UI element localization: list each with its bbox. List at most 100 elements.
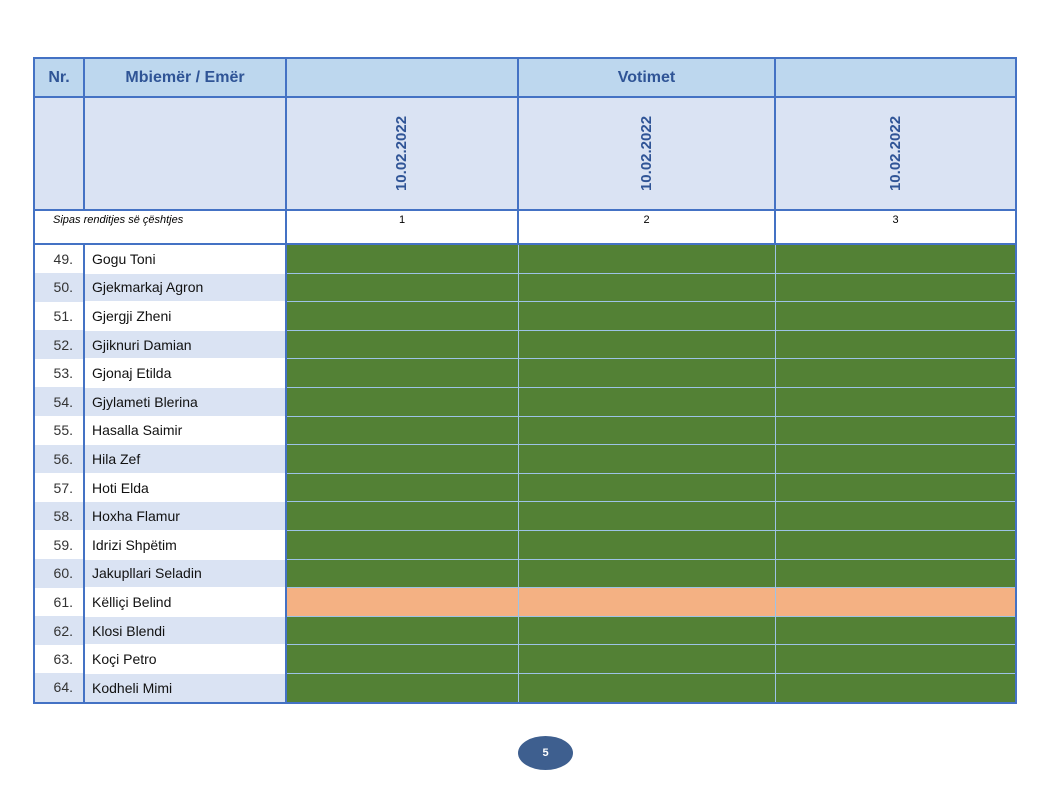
row-number: 56. [34,444,85,474]
table-row: 50. Gjekmarkaj Agron [34,272,1017,303]
member-name: Hila Zef [84,444,287,474]
table-row: 52. Gjiknuri Damian [34,329,1017,360]
date-1: 10.02.2022 [393,115,411,191]
member-name: Hoxha Flamur [84,501,287,531]
empty-header [285,57,519,98]
vote-cell-green [517,415,776,446]
blank-cell [83,96,287,211]
row-number: 49. [34,244,85,274]
row-number: 52. [34,330,85,359]
vote-cell-green [774,444,1017,474]
vote-cell-green [774,272,1017,303]
vote-cell-green [285,272,519,303]
vote-cell-green [517,558,776,589]
member-name: Gjekmarkaj Agron [84,273,287,303]
date-2: 10.02.2022 [637,115,655,191]
table-row: 49. Gogu Toni [34,243,1017,274]
vote-cell-green [285,472,519,503]
table-row: 63. Koçi Petro [34,644,1017,674]
vote-cell-green [285,358,519,388]
vote-cell-orange [285,587,519,617]
vote-cell-green [774,615,1017,646]
blank-cell [33,96,85,211]
vote-cell-green [517,358,776,388]
vote-cell-green [517,672,776,704]
member-name: Kodheli Mimi [84,673,287,704]
date-header: 10.02.2022 [285,96,519,211]
vote-cell-orange [517,587,776,617]
empty-header [774,57,1017,98]
vote-cell-orange [774,587,1017,617]
table-row: 58. Hoxha Flamur [34,501,1017,531]
vote-cell-green [517,272,776,303]
member-name: Idrizi Shpëtim [84,530,287,560]
table-row: 51. Gjergji Zheni [34,301,1017,331]
vote-cell-green [774,501,1017,531]
row-number: 53. [34,358,85,388]
vote-cell-green [517,301,776,331]
table-row: 60. Jakupllari Seladin [34,558,1017,589]
member-name: Gogu Toni [84,244,287,274]
order-1: 1 [285,209,519,245]
row-number: 55. [34,416,85,445]
name-header: Mbiemër / Emër [83,57,287,98]
row-number: 57. [34,473,85,502]
vote-cell-green [774,415,1017,446]
vote-cell-green [285,243,519,274]
page-number: 5 [518,736,573,770]
member-name: Klosi Blendi [84,616,287,646]
vote-cell-green [774,329,1017,360]
vote-cell-green [517,386,776,417]
member-name: Koçi Petro [84,644,287,674]
row-number: 64. [34,673,85,703]
nr-header: Nr. [33,57,85,98]
table-row: 61. Këlliçi Belind [34,587,1017,617]
member-name: Këlliçi Belind [84,587,287,617]
date-header: 10.02.2022 [517,96,776,211]
vote-cell-green [517,501,776,531]
member-name: Hasalla Saimir [84,416,287,446]
vote-cell-green [774,243,1017,274]
vote-cell-green [285,301,519,331]
vote-cell-green [285,386,519,417]
date-header: 10.02.2022 [774,96,1017,211]
order-3: 3 [774,209,1017,245]
member-name: Jakupllari Seladin [84,559,287,589]
vote-cell-green [285,329,519,360]
table-row: 55. Hasalla Saimir [34,415,1017,446]
member-name: Gjiknuri Damian [84,330,287,360]
vote-cell-green [285,615,519,646]
vote-cell-green [517,444,776,474]
table-row: 64. Kodheli Mimi [34,672,1017,704]
row-number: 59. [34,530,85,560]
row-number: 61. [34,587,85,617]
vote-cell-green [774,386,1017,417]
vote-cell-green [285,529,519,560]
votes-header: Votimet [517,57,776,98]
vote-cell-green [517,329,776,360]
row-number: 51. [34,301,85,331]
order-label: Sipas renditjes së çështjes [33,209,286,245]
vote-cell-green [774,644,1017,674]
vote-cell-green [774,672,1017,704]
vote-cell-green [285,672,519,704]
vote-cell-green [517,243,776,274]
vote-cell-green [285,415,519,446]
vote-cell-green [517,644,776,674]
member-name: Gjergji Zheni [84,301,287,331]
row-number: 54. [34,387,85,417]
vote-cell-green [517,615,776,646]
member-name: Hoti Elda [84,473,287,503]
vote-cell-green [285,558,519,589]
row-number: 50. [34,273,85,302]
member-name: Gjonaj Etilda [84,358,287,388]
table-row: 56. Hila Zef [34,444,1017,474]
votes-table: Nr. Mbiemër / Emër Votimet 10.02.2022 10… [33,57,1017,704]
row-number: 62. [34,616,85,645]
vote-cell-green [285,444,519,474]
vote-cell-green [285,501,519,531]
vote-cell-green [774,558,1017,589]
vote-cell-green [517,529,776,560]
vote-cell-green [285,644,519,674]
member-name: Gjylameti Blerina [84,387,287,417]
